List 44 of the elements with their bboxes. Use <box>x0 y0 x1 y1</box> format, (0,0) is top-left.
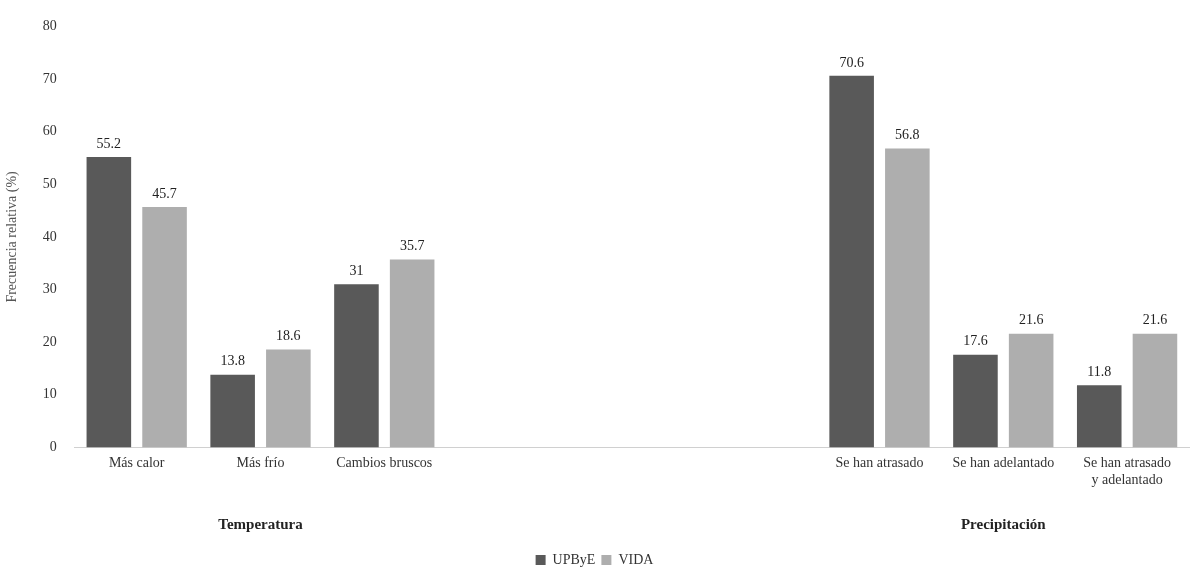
y-tick-label: 50 <box>42 175 57 191</box>
x-tick-label: Se han atrasado y adelantado <box>1083 455 1172 488</box>
data-label: 21.6 <box>1018 312 1044 328</box>
bar <box>885 148 930 448</box>
data-label: 18.6 <box>276 328 301 344</box>
y-tick-label: 60 <box>42 123 57 139</box>
data-label: 55.2 <box>96 135 122 151</box>
data-label: 56.8 <box>895 127 920 143</box>
y-tick-label: 30 <box>42 281 57 297</box>
data-label: 31 <box>349 262 364 278</box>
bar <box>1132 333 1178 448</box>
bar <box>210 374 255 448</box>
data-label: 21.6 <box>1142 312 1168 328</box>
x-tick-label: Cambios bruscos <box>336 455 433 471</box>
data-label: 17.6 <box>963 333 988 349</box>
bar <box>1008 333 1054 448</box>
data-label: 35.7 <box>399 238 425 254</box>
bar <box>389 259 435 448</box>
data-label: 70.6 <box>839 54 864 70</box>
y-tick-label: 70 <box>42 70 57 86</box>
bar <box>142 206 187 448</box>
text: Precipitación <box>960 515 1047 532</box>
bar <box>829 75 874 448</box>
y-tick-label: 40 <box>42 228 57 244</box>
bar <box>86 156 132 448</box>
bar <box>334 284 379 448</box>
y-axis-title: Frecuencia relativa (%) <box>4 170 21 303</box>
y-tick-label: 0 <box>49 439 57 455</box>
y-tick-label: 80 <box>42 18 57 34</box>
x-tick-label: Se han atrasado <box>835 455 924 471</box>
y-tick-label: 20 <box>42 333 57 349</box>
legend-label: UPByE <box>552 551 596 567</box>
bar <box>266 349 311 448</box>
y-tick-label: 10 <box>42 386 57 402</box>
data-label: 11.8 <box>1087 363 1112 379</box>
x-tick-label: Más frío <box>236 455 285 471</box>
data-label: 13.8 <box>220 353 245 369</box>
bar <box>953 354 998 448</box>
x-tick-label: Se han adelantado <box>952 455 1055 471</box>
legend-label: VIDA <box>618 551 655 567</box>
data-label: 45.7 <box>152 185 177 201</box>
text: Temperatura <box>218 515 304 532</box>
x-tick-label: Más calor <box>108 455 165 471</box>
bar <box>1076 385 1122 448</box>
